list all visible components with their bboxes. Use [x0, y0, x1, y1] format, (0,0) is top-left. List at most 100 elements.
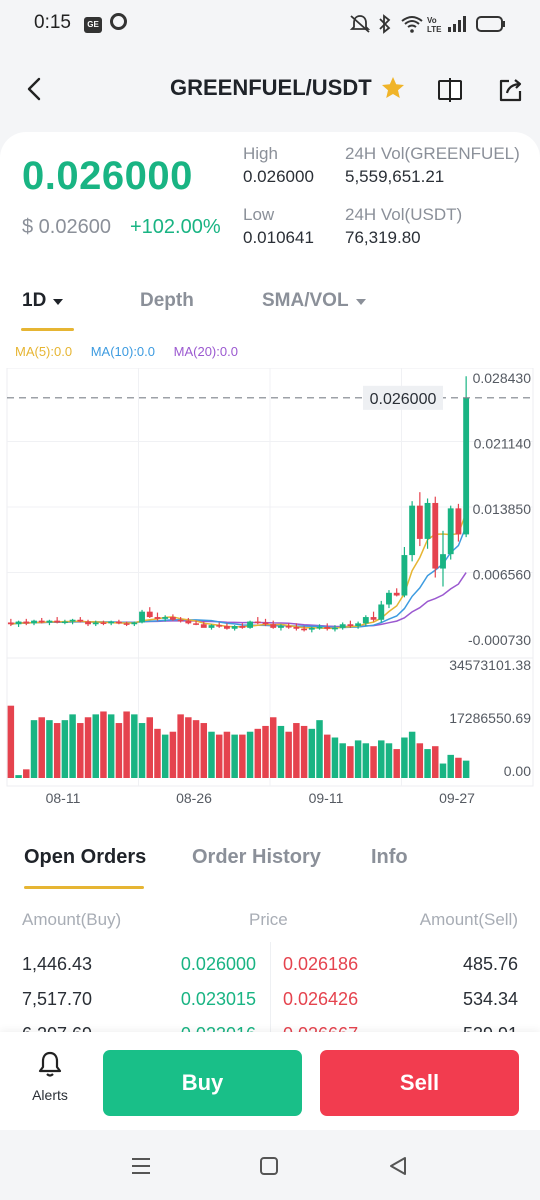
- home-icon[interactable]: [259, 1156, 279, 1176]
- candle-body: [54, 620, 61, 623]
- low-label: Low: [243, 205, 275, 224]
- share-icon[interactable]: [497, 76, 525, 104]
- back-triangle-icon[interactable]: [388, 1156, 408, 1176]
- price-axis-label: -0.000730: [468, 632, 531, 648]
- volume-bar: [447, 754, 454, 778]
- candle-body: [15, 621, 22, 625]
- last-price: 0.026000: [22, 154, 193, 198]
- order-row[interactable]: 1,446.43 0.026000 0.026186 485.76: [0, 954, 540, 990]
- volume-bar: [200, 723, 208, 778]
- volume-bar: [30, 720, 38, 778]
- low-value: 0.010641: [243, 228, 314, 247]
- tab-depth-label: Depth: [140, 290, 194, 311]
- candle-body: [193, 623, 199, 625]
- tab-depth[interactable]: Depth: [140, 290, 194, 312]
- candle-body: [131, 622, 138, 625]
- sell-button[interactable]: Sell: [320, 1050, 519, 1116]
- pair-header: GREENFUEL/USDT: [0, 48, 540, 132]
- candle-body: [31, 620, 37, 624]
- tab-order-history[interactable]: Order History: [192, 846, 321, 868]
- price-header: Price: [249, 910, 288, 929]
- high-value: 0.026000: [243, 167, 314, 186]
- back-arrow-icon[interactable]: [20, 74, 50, 104]
- bid-price: 0.023015: [180, 989, 256, 1009]
- candle-body: [208, 625, 215, 628]
- bell-icon: [38, 1051, 62, 1077]
- current-price-tag: [363, 385, 443, 410]
- volume-bar: [231, 734, 238, 778]
- app-hex-icon: [110, 13, 127, 35]
- tab-interval-label: 1D: [22, 290, 47, 311]
- volume-bar: [347, 746, 354, 778]
- volume-bar: [362, 743, 370, 778]
- candle-body: [447, 508, 454, 555]
- ma5-line: [10, 512, 467, 630]
- volume-bar: [123, 711, 130, 778]
- volume-bar: [100, 711, 107, 778]
- svg-text:Vo: Vo: [427, 16, 437, 25]
- alerts-button[interactable]: Alerts: [22, 1050, 78, 1103]
- signal-icon: [448, 16, 466, 32]
- vol-quote-label: 24H Vol(USDT): [345, 205, 463, 224]
- volume-bar: [455, 757, 462, 778]
- volte-icon: Vo LTE: [427, 16, 442, 34]
- trade-action-bar: Alerts Buy Sell: [0, 1032, 540, 1130]
- candle-body: [278, 626, 284, 628]
- candle-body: [378, 604, 385, 620]
- ask-price: 0.026186: [283, 954, 359, 974]
- candle-body: [355, 623, 362, 627]
- volume-bar: [215, 734, 223, 778]
- tab-interval-1d[interactable]: 1D: [22, 290, 64, 312]
- tab-indicators[interactable]: SMA/VOL: [262, 290, 366, 312]
- candle-body: [23, 621, 30, 624]
- status-time: 0:15: [34, 12, 71, 33]
- volume-bar: [285, 731, 292, 778]
- volume-bar: [339, 743, 346, 778]
- ma10-line: [10, 525, 467, 629]
- ask-price: 0.026426: [283, 989, 359, 1009]
- favorite-star-icon[interactable]: [380, 75, 406, 101]
- candle-body: [7, 622, 14, 625]
- tab-info[interactable]: Info: [371, 846, 408, 868]
- volume-bar: [300, 725, 308, 778]
- candle-body: [61, 621, 68, 624]
- pair-title: GREENFUEL/USDT: [170, 75, 372, 100]
- volume-bar: [107, 714, 115, 778]
- volume-bar: [115, 723, 123, 778]
- vol-base-value: 5,559,651.21: [345, 167, 445, 186]
- candle-body: [239, 626, 246, 628]
- volume-bar: [61, 720, 69, 778]
- candle-body: [370, 617, 377, 620]
- chevron-down-icon: [355, 299, 366, 305]
- current-price-label: 0.026000: [370, 391, 437, 408]
- volume-bar: [324, 734, 331, 778]
- ma5-legend: MA(5):0.0: [15, 344, 73, 359]
- date-axis-label: 08-11: [46, 790, 81, 806]
- candle-body: [401, 555, 408, 596]
- volume-bar: [378, 740, 385, 778]
- volume-bar: [424, 749, 431, 778]
- vol-base-label: 24H Vol(GREENFUEL): [345, 144, 520, 163]
- candle-body: [393, 592, 400, 596]
- volume-bar: [331, 737, 339, 778]
- buy-button[interactable]: Buy: [103, 1050, 302, 1116]
- volume-bar: [293, 723, 300, 778]
- volume-bar: [138, 723, 146, 778]
- battery-icon: [476, 16, 505, 32]
- menu-icon[interactable]: [130, 1156, 152, 1176]
- wifi-icon: [401, 16, 423, 33]
- compare-chart-icon[interactable]: [436, 76, 464, 104]
- candle-body: [339, 624, 346, 628]
- volume-axis-label: 17286550.69: [449, 710, 531, 726]
- volume-bar: [269, 717, 277, 778]
- candlestick-chart[interactable]: 0.028430 0.021140 0.013850 0.006560 -0.00073…: [0, 368, 540, 808]
- candle-body: [301, 628, 308, 631]
- candle-body: [254, 621, 261, 624]
- candle-body: [386, 592, 392, 605]
- candle-body: [38, 620, 45, 623]
- tab-open-orders[interactable]: Open Orders: [24, 846, 147, 868]
- order-row[interactable]: 7,517.70 0.023015 0.026426 534.34: [0, 989, 540, 1025]
- price-axis-label: 0.028430: [473, 370, 532, 386]
- volume-axis-label: 0.00: [504, 763, 531, 779]
- candle-body: [247, 621, 254, 628]
